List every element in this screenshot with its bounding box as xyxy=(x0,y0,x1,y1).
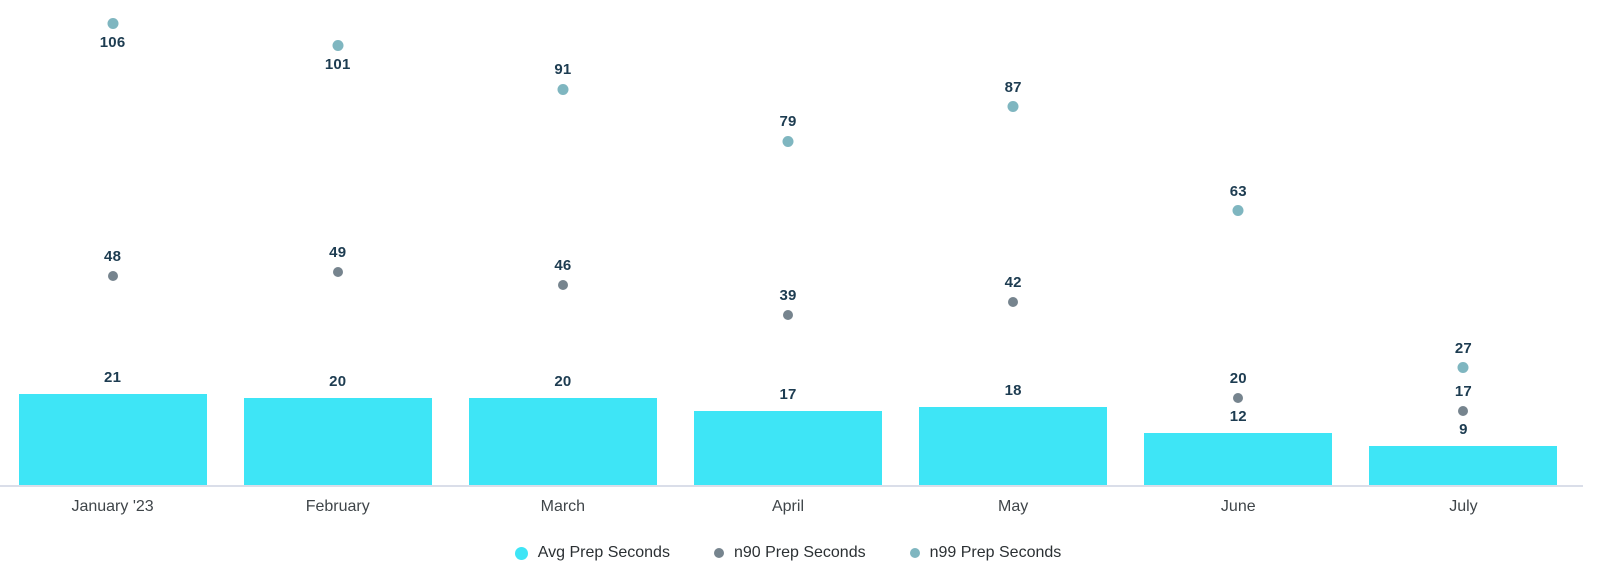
plot-area: 21 48 106 20 49 101 20 46 91 17 39 79 18 42 87 12 20 63 9 1… xyxy=(0,0,1583,487)
value-label: 12 xyxy=(1229,407,1247,425)
value-label: 101 xyxy=(324,55,351,73)
avg-prep-bar-july[interactable] xyxy=(1369,445,1558,485)
avg-prep-bar-february[interactable] xyxy=(243,398,432,485)
n90-dot-march[interactable] xyxy=(557,279,568,290)
avg-prep-bar-march[interactable] xyxy=(468,398,657,485)
value-label: 87 xyxy=(1004,78,1022,96)
n90-dot-may[interactable] xyxy=(1008,297,1019,308)
value-label: 17 xyxy=(779,386,797,404)
value-label: 27 xyxy=(1454,339,1472,357)
value-label: 79 xyxy=(779,113,797,131)
x-axis-label-march: March xyxy=(540,498,586,515)
value-label: 46 xyxy=(554,256,572,274)
avg-prep-bar-april[interactable] xyxy=(693,411,882,485)
n99-dot-january-23[interactable] xyxy=(107,18,119,30)
value-label: 39 xyxy=(779,287,797,305)
avg-prep-bar-january-23[interactable] xyxy=(18,393,207,485)
value-label: 63 xyxy=(1229,182,1247,200)
x-axis-label-january-23: January '23 xyxy=(71,498,154,515)
legend-item-n90-prep-seconds[interactable]: n90 Prep Seconds xyxy=(713,544,866,562)
value-label: 20 xyxy=(554,373,572,390)
chart-column-may: 18 42 87 xyxy=(901,0,1126,487)
n90-dot-january-23[interactable] xyxy=(107,271,118,282)
legend-item-avg-prep-seconds[interactable]: Avg Prep Seconds xyxy=(514,544,670,562)
chart-column-april: 17 39 79 xyxy=(675,0,900,487)
n99-dot-february[interactable] xyxy=(332,40,344,52)
legend-swatch-n99-prep-seconds xyxy=(909,548,920,558)
legend-label: n90 Prep Seconds xyxy=(733,544,866,561)
n90-dot-july[interactable] xyxy=(1458,406,1469,417)
x-axis-label-june: June xyxy=(1220,498,1256,515)
n90-dot-april[interactable] xyxy=(782,310,793,321)
value-label: 91 xyxy=(554,61,572,79)
avg-prep-bar-may[interactable] xyxy=(919,406,1108,485)
n99-dot-april[interactable] xyxy=(782,135,794,147)
n99-dot-july[interactable] xyxy=(1457,362,1469,374)
legend: Avg Prep Seconds n90 Prep Seconds n99 Prep… xyxy=(0,544,1576,562)
avg-prep-bar-june[interactable] xyxy=(1144,432,1333,485)
chart-column-january-23: 21 48 106 xyxy=(0,0,225,487)
value-label: 48 xyxy=(104,248,122,266)
chart-column-june: 12 20 63 xyxy=(1126,0,1351,487)
n99-dot-march[interactable] xyxy=(557,83,569,95)
n90-dot-june[interactable] xyxy=(1233,393,1244,403)
chart-column-february: 20 49 101 xyxy=(225,0,450,487)
value-label: 106 xyxy=(99,33,126,51)
value-label: 42 xyxy=(1004,274,1022,292)
x-axis-labels: January '23 February March April May June July xyxy=(0,487,1576,516)
value-label: 17 xyxy=(1454,383,1472,401)
legend-item-n99-prep-seconds[interactable]: n99 Prep Seconds xyxy=(909,544,1062,562)
value-label: 18 xyxy=(1004,381,1022,399)
value-label: 49 xyxy=(329,243,347,261)
legend-label: n99 Prep Seconds xyxy=(929,544,1062,561)
legend-swatch-n90-prep-seconds xyxy=(713,548,724,558)
chart-column-march: 20 46 91 xyxy=(450,0,675,487)
x-axis-label-april: April xyxy=(771,498,804,515)
x-axis-label-february: February xyxy=(305,498,370,515)
chart-column-july: 9 17 27 xyxy=(1351,0,1576,487)
value-label: 20 xyxy=(329,373,347,390)
legend-swatch-avg-prep-seconds xyxy=(514,546,528,560)
value-label: 20 xyxy=(1229,370,1247,387)
value-label: 21 xyxy=(104,368,122,386)
x-axis-line xyxy=(0,485,1583,487)
legend-label: Avg Prep Seconds xyxy=(537,544,670,561)
x-axis-label-july: July xyxy=(1449,498,1478,515)
value-label: 9 xyxy=(1459,420,1468,438)
n99-dot-june[interactable] xyxy=(1232,205,1244,217)
n99-dot-may[interactable] xyxy=(1007,101,1019,113)
x-axis-label-may: May xyxy=(998,498,1029,515)
n90-dot-february[interactable] xyxy=(332,266,343,277)
